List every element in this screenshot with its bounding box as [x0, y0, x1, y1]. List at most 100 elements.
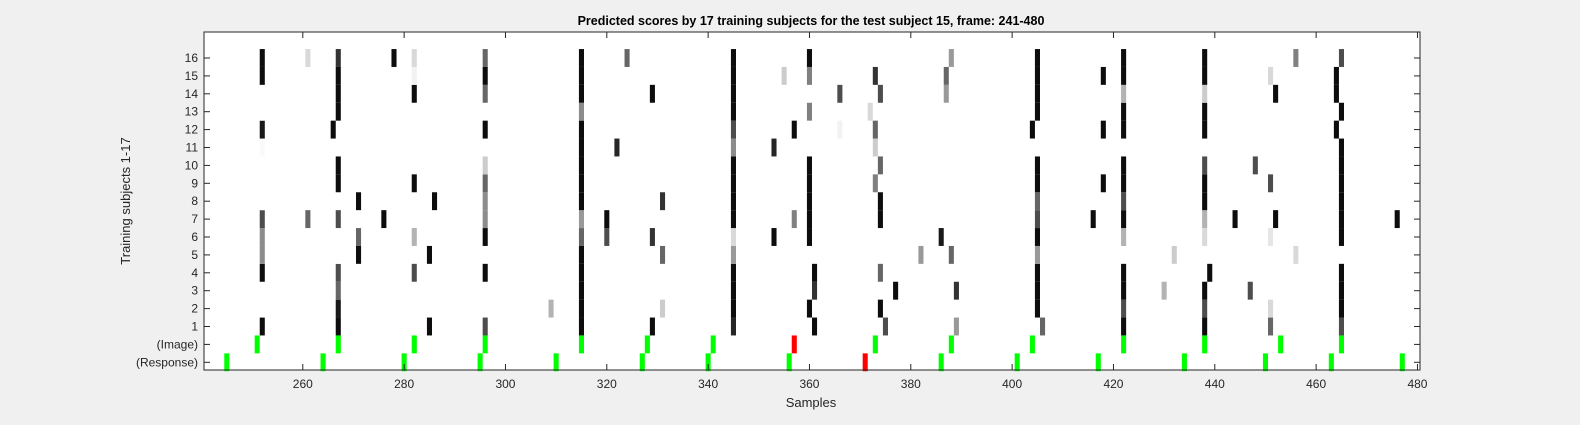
score-cell	[837, 120, 843, 139]
y-tick-label: 12	[185, 123, 199, 137]
score-cell	[1034, 263, 1040, 282]
response-marker	[224, 353, 230, 372]
y-tick-label: 9	[191, 176, 198, 190]
score-cell	[806, 102, 812, 121]
score-cell	[1338, 317, 1344, 336]
score-cell	[730, 281, 736, 300]
score-cell	[771, 228, 777, 246]
score-cell	[806, 210, 812, 229]
score-cell	[877, 263, 883, 282]
score-cell	[335, 299, 341, 318]
score-cell	[649, 228, 655, 246]
score-cell	[1034, 156, 1040, 175]
score-cell	[578, 245, 584, 264]
x-tick-label: 300	[495, 377, 515, 391]
score-cell	[1268, 228, 1274, 246]
score-cell	[578, 263, 584, 282]
x-tick-label: 420	[1103, 377, 1123, 391]
score-cell	[578, 66, 584, 85]
score-cell	[1202, 192, 1208, 211]
image-marker	[254, 335, 260, 354]
score-cell	[1333, 66, 1339, 85]
y-tick-label: 4	[191, 266, 198, 280]
score-cell	[578, 156, 584, 175]
response-marker	[1181, 353, 1187, 372]
score-cell	[1394, 210, 1400, 229]
score-cell	[730, 138, 736, 157]
chart-title: Predicted scores by 17 training subjects…	[578, 14, 1045, 28]
score-cell	[872, 174, 878, 193]
score-cell	[335, 156, 341, 175]
response-marker	[553, 353, 559, 372]
score-cell	[1293, 245, 1299, 264]
score-cell	[1247, 281, 1253, 300]
y-tick-label: 7	[191, 212, 198, 226]
score-cell	[953, 317, 959, 336]
score-cell	[259, 66, 265, 85]
score-cell	[1268, 66, 1274, 85]
score-cell	[578, 84, 584, 103]
score-cell	[730, 84, 736, 103]
score-cell	[730, 120, 736, 139]
score-cell	[1161, 281, 1167, 300]
response-marker	[477, 353, 483, 372]
response-marker	[1399, 353, 1405, 372]
score-cell	[812, 317, 818, 336]
y-tick-label: 10	[185, 158, 199, 172]
score-cell	[578, 120, 584, 139]
score-cell	[1207, 263, 1213, 282]
score-cell	[259, 245, 265, 264]
marks-layer	[224, 49, 1405, 372]
score-cell	[730, 245, 736, 264]
score-cell	[1121, 84, 1127, 103]
score-cell	[578, 317, 584, 336]
score-cell	[730, 263, 736, 282]
score-cell	[872, 120, 878, 139]
score-cell	[730, 102, 736, 121]
image-marker	[411, 335, 417, 354]
score-cell	[1202, 228, 1208, 246]
score-cell	[1121, 49, 1127, 67]
response-marker	[1328, 353, 1334, 372]
score-cell	[259, 281, 265, 300]
score-cell	[578, 281, 584, 300]
response-marker	[639, 353, 645, 372]
x-tick-label: 400	[1002, 377, 1022, 391]
score-cell	[335, 102, 341, 121]
score-cell	[1121, 174, 1127, 193]
score-cell	[1338, 138, 1344, 157]
score-cell	[259, 192, 265, 211]
response-marker	[1014, 353, 1020, 372]
score-cell	[1100, 174, 1106, 193]
score-cell	[1273, 210, 1279, 229]
score-cell	[893, 281, 899, 300]
score-cell	[1121, 228, 1127, 246]
score-cell	[660, 192, 666, 211]
x-tick-label: 440	[1205, 377, 1225, 391]
y-tick-label: 5	[191, 248, 198, 262]
x-tick-label: 460	[1306, 377, 1326, 391]
score-cell	[259, 102, 265, 121]
score-cell	[1121, 263, 1127, 282]
image-marker	[1278, 335, 1284, 354]
score-cell	[482, 156, 488, 175]
score-cell	[259, 317, 265, 336]
score-cell	[259, 299, 265, 318]
score-cell	[1121, 281, 1127, 300]
score-cell	[1034, 192, 1040, 211]
score-cell	[1338, 299, 1344, 318]
score-cell	[1202, 299, 1208, 318]
score-cell	[730, 317, 736, 336]
response-marker	[862, 353, 868, 372]
score-cell	[578, 228, 584, 246]
score-cell	[335, 174, 341, 193]
score-cell	[1034, 299, 1040, 318]
y-tick-label: 15	[185, 69, 199, 83]
score-cell	[411, 66, 417, 85]
score-cell	[1202, 84, 1208, 103]
score-cell	[812, 263, 818, 282]
score-cell	[1202, 156, 1208, 175]
score-cell	[730, 228, 736, 246]
score-cell	[660, 245, 666, 264]
y-tick-label: 14	[185, 87, 199, 101]
